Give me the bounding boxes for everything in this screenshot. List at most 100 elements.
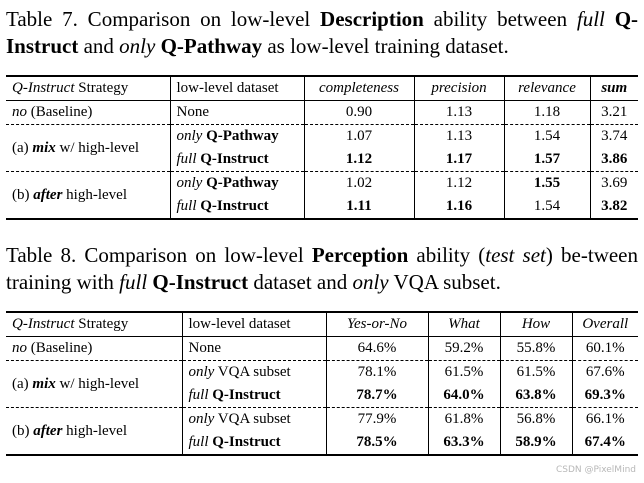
table-row: (a) mix w/ high-level only VQA subset 78… xyxy=(6,360,638,408)
header-strategy-italic: Q-Instruct xyxy=(12,316,75,332)
dataset-cell: only VQA subset xyxy=(182,360,327,384)
dataset-text: VQA subset xyxy=(214,364,291,380)
dataset-italic: full xyxy=(188,387,209,403)
precision-cell: 1.13 xyxy=(414,100,505,125)
table8-caption-bold: Perception xyxy=(311,243,409,267)
how-cell: 55.8% xyxy=(500,336,573,361)
table8-caption-text: ability ( xyxy=(408,243,486,267)
header-completeness: completeness xyxy=(304,76,415,101)
completeness-cell: 0.90 xyxy=(304,100,415,125)
table-row: full Q-Instruct 78.7% 64.0% 63.8% 69.3% xyxy=(6,384,638,408)
what-cell: 61.8% xyxy=(428,407,501,431)
dataset-bold: Q-Instruct xyxy=(212,387,281,403)
dataset-cell: full Q-Instruct xyxy=(170,195,305,219)
overall-cell: 60.1% xyxy=(585,340,625,356)
yes-or-no-cell: 77.9% xyxy=(326,407,429,431)
dataset-cell: full Q-Instruct xyxy=(182,431,327,455)
dataset-italic: full xyxy=(176,151,197,167)
dataset-bold: Q-Pathway xyxy=(206,175,279,191)
strategy-cell: no (Baseline) xyxy=(6,100,171,125)
dataset-cell: None xyxy=(182,336,327,361)
overall-cell: 69.3% xyxy=(584,387,626,403)
yes-or-no-cell: 78.7% xyxy=(326,384,429,408)
sum-cell: 3.82 xyxy=(601,198,628,214)
table8-caption-text: ) be-tween training with xyxy=(6,243,638,294)
dataset-cell: full Q-Instruct xyxy=(170,148,305,172)
sum-cell: 3.21 xyxy=(601,104,628,120)
how-cell: 56.8% xyxy=(500,407,573,431)
relevance-cell: 1.57 xyxy=(504,148,591,172)
table8-caption-bold: Q-Instruct xyxy=(152,270,249,294)
dataset-italic: only xyxy=(176,175,203,191)
table-row: no (Baseline) None 0.90 1.13 1.18 3.21 xyxy=(6,100,638,125)
dataset-bold: Q-Pathway xyxy=(206,128,279,144)
strategy-bold-italic: after xyxy=(33,186,63,203)
what-cell: 59.2% xyxy=(428,336,501,361)
header-strategy: Q-Instruct Strategy xyxy=(6,312,183,337)
strategy-text: (a) xyxy=(12,375,33,392)
table-row: full Q-Instruct 1.12 1.17 1.57 3.86 xyxy=(6,148,638,172)
table7: Q-Instruct Strategy low-level dataset co… xyxy=(6,75,638,220)
table-row: full Q-Instruct 78.5% 63.3% 58.9% 67.4% xyxy=(6,431,638,455)
strategy-italic: no xyxy=(12,340,27,356)
dataset-italic: only xyxy=(188,364,215,380)
what-cell: 61.5% xyxy=(428,360,501,384)
strategy-cell: (a) mix w/ high-level xyxy=(6,360,183,408)
table8-caption-italic: only xyxy=(352,270,389,294)
header-dataset: low-level dataset xyxy=(182,312,327,337)
table7-caption-text: and xyxy=(78,34,120,58)
header-strategy-text: Strategy xyxy=(74,316,129,332)
table7-caption-text xyxy=(605,7,615,31)
table8-caption-italic: test set xyxy=(485,243,546,267)
table7-caption-text: Comparison on low-level xyxy=(77,7,321,31)
strategy-text: (b) xyxy=(12,186,34,203)
table7-caption-italic: only xyxy=(119,34,156,58)
how-cell: 61.5% xyxy=(500,360,573,384)
sum-cell: 3.74 xyxy=(590,124,638,148)
header-overall: Overall xyxy=(582,316,629,332)
table8-caption-italic: full xyxy=(119,270,148,294)
table7-caption-label: Table 7. xyxy=(6,7,78,31)
strategy-text: (b) xyxy=(12,422,34,439)
relevance-cell: 1.55 xyxy=(504,171,591,195)
header-precision: precision xyxy=(414,76,505,101)
table7-header-row: Q-Instruct Strategy low-level dataset co… xyxy=(6,76,638,101)
header-strategy-italic: Q-Instruct xyxy=(12,80,75,96)
strategy-cell: no (Baseline) xyxy=(6,336,183,361)
strategy-text: w/ high-level xyxy=(55,375,140,392)
strategy-text: (Baseline) xyxy=(27,340,93,356)
precision-cell: 1.17 xyxy=(414,148,505,172)
strategy-cell: (b) after high-level xyxy=(6,407,183,455)
strategy-bold-italic: mix xyxy=(32,139,56,156)
table8-header-row: Q-Instruct Strategy low-level dataset Ye… xyxy=(6,312,638,337)
table-row: no (Baseline) None 64.6% 59.2% 55.8% 60.… xyxy=(6,336,638,361)
strategy-bold-italic: after xyxy=(33,422,63,439)
dataset-cell: only VQA subset xyxy=(182,407,327,431)
watermark: CSDN @PixelMind xyxy=(555,465,636,475)
header-yes-or-no: Yes-or-No xyxy=(326,312,429,337)
sum-cell: 3.86 xyxy=(601,151,628,167)
strategy-text: high-level xyxy=(62,422,127,439)
table8: Q-Instruct Strategy low-level dataset Ye… xyxy=(6,311,638,456)
dataset-cell: None xyxy=(170,100,305,125)
header-how: How xyxy=(500,312,573,337)
what-cell: 64.0% xyxy=(428,384,501,408)
strategy-bold-italic: mix xyxy=(32,375,56,392)
header-dataset: low-level dataset xyxy=(170,76,305,101)
dataset-italic: full xyxy=(188,434,209,450)
strategy-text: (Baseline) xyxy=(27,104,93,120)
strategy-text: (a) xyxy=(12,139,33,156)
strategy-cell: (b) after high-level xyxy=(6,171,171,219)
relevance-cell: 1.54 xyxy=(504,124,591,148)
dataset-italic: only xyxy=(188,411,215,427)
table8-caption: Table 8. Comparison on low-level Percept… xyxy=(6,242,638,296)
header-sum: sum xyxy=(601,80,628,96)
table7-caption-italic: full xyxy=(576,7,605,31)
precision-cell: 1.16 xyxy=(414,195,505,219)
table7-caption-text: as low-level training dataset. xyxy=(262,34,509,58)
yes-or-no-cell: 78.5% xyxy=(326,431,429,455)
strategy-text: w/ high-level xyxy=(55,139,140,156)
relevance-cell: 1.54 xyxy=(504,195,591,219)
dataset-italic: only xyxy=(176,128,203,144)
table8-caption-text: VQA subset. xyxy=(388,270,501,294)
